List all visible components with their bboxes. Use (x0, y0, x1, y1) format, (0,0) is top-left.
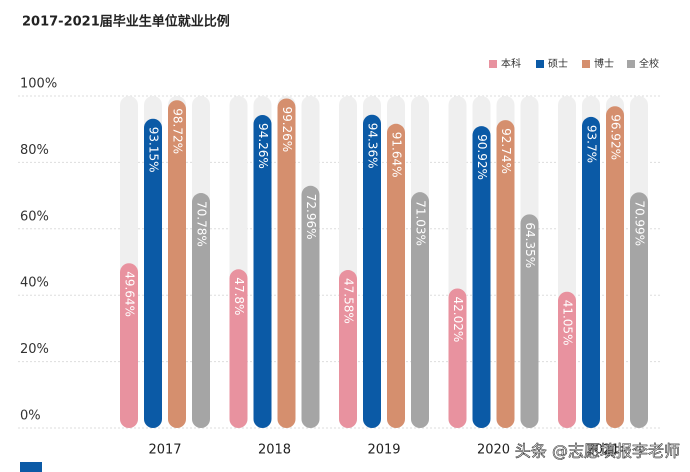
value-label: 70.99% (633, 200, 647, 246)
y-tick-label: 40% (20, 276, 49, 291)
bar (558, 291, 576, 428)
bar (411, 192, 429, 428)
bar (448, 288, 467, 428)
value-label: 99.26% (280, 106, 294, 152)
value-label: 64.35% (523, 222, 537, 268)
legend-swatch (536, 60, 544, 68)
watermark: 头条 @志愿填报李老师 (515, 442, 680, 461)
bar (192, 193, 210, 428)
bar (229, 269, 248, 428)
value-label: 98.72% (171, 108, 185, 154)
x-tick-label: 2018 (258, 443, 291, 458)
bar (582, 116, 600, 428)
x-tick-label: 2021 (586, 443, 619, 458)
value-label: 71.03% (414, 200, 428, 246)
value-label: 94.36% (366, 123, 380, 169)
bar (496, 120, 515, 428)
y-tick-label: 60% (20, 209, 49, 224)
bar (253, 115, 272, 429)
legend-swatch (489, 60, 497, 68)
value-label: 93.7% (585, 125, 599, 163)
x-tick-label: 2020 (477, 443, 510, 458)
bar (387, 123, 405, 429)
bar (277, 98, 296, 429)
y-tick-label: 80% (20, 143, 49, 158)
value-label: 96.92% (609, 114, 623, 160)
y-tick-label: 0% (20, 409, 41, 424)
value-label: 47.8% (232, 277, 246, 315)
bar (630, 192, 648, 428)
y-tick-label: 100% (20, 77, 57, 92)
legend-swatch (627, 60, 635, 68)
value-label: 42.02% (451, 296, 465, 342)
value-label: 41.05% (561, 300, 575, 346)
legend-label: 硕士 (548, 57, 568, 70)
bar (606, 106, 624, 429)
value-label: 49.64% (123, 271, 137, 317)
value-label: 47.58% (342, 278, 356, 324)
legend-label: 全校 (639, 57, 659, 70)
x-tick-label: 2019 (367, 443, 400, 458)
value-label: 94.26% (256, 123, 270, 169)
chart-title: 2017-2021届毕业生单位就业比例 (22, 14, 230, 30)
legend-label: 博士 (594, 57, 614, 70)
bar (120, 263, 138, 428)
bar (472, 126, 491, 428)
value-label: 93.15% (147, 127, 161, 173)
y-tick-label: 20% (20, 342, 49, 357)
value-label: 72.96% (304, 194, 318, 240)
bar (520, 214, 539, 428)
x-tick-label: 2017 (148, 443, 181, 458)
value-label: 70.78% (195, 201, 209, 247)
value-label: 91.64% (390, 132, 404, 178)
bar (339, 270, 357, 428)
legend-swatch (582, 60, 590, 68)
legend-label: 本科 (501, 57, 521, 70)
bar (144, 118, 162, 428)
bar (301, 185, 320, 428)
value-label: 90.92% (475, 134, 489, 180)
corner-block (20, 462, 42, 472)
value-label: 92.74% (499, 128, 513, 174)
bar (363, 114, 381, 429)
bar (168, 100, 186, 428)
